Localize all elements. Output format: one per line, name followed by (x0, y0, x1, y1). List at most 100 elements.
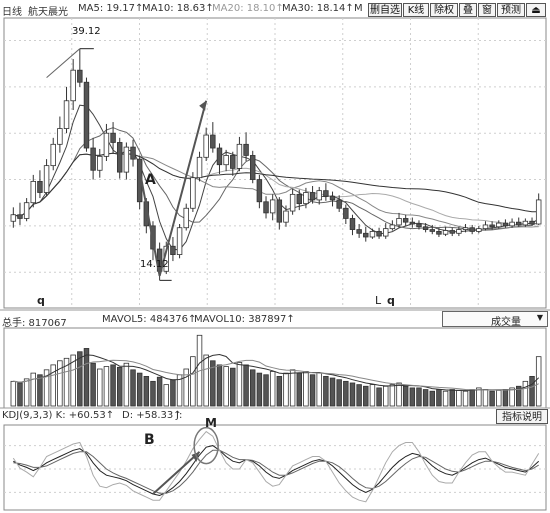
mavol5-line (13, 353, 540, 391)
candle-body (303, 192, 309, 205)
volume-bar (150, 380, 156, 407)
kline-button[interactable]: K线 (403, 3, 429, 17)
volume-bar (276, 375, 283, 407)
forecast-button[interactable]: 预测 (497, 3, 525, 17)
volume-bar (163, 384, 170, 407)
marker-q-left: q (37, 294, 45, 307)
candle-body (249, 155, 256, 180)
candle-body (469, 227, 475, 232)
candle-body (130, 146, 136, 160)
volume-bar (515, 385, 522, 407)
volume-bar (190, 356, 196, 407)
volume-bar (422, 389, 429, 407)
more-indicator: M (354, 3, 363, 14)
volume-bar (130, 369, 136, 407)
volume-bar (230, 367, 236, 407)
volume-bar (43, 369, 50, 407)
volume-bar (449, 389, 455, 407)
volume-bar (376, 387, 382, 407)
candle-body (336, 199, 342, 209)
remove-favorite-button[interactable]: 删自选 (368, 3, 402, 17)
volume-bar (263, 374, 269, 407)
candle-body (37, 180, 43, 193)
ma30-value: MA30: 18.14↑ (282, 3, 354, 14)
volume-bar (429, 390, 436, 407)
candle-body (296, 193, 303, 205)
candle-body (236, 143, 243, 169)
volume-bar (442, 390, 449, 407)
annotation-b: B (144, 432, 155, 448)
overlay-button[interactable]: 叠 (459, 3, 477, 17)
candle-body (396, 218, 402, 226)
volume-bar (349, 382, 356, 407)
volume-bar (363, 385, 369, 407)
volume-bar (496, 389, 502, 407)
candle-body (216, 147, 223, 166)
candle-body (230, 155, 236, 169)
volume-bar (136, 372, 143, 407)
volume-bar (110, 364, 116, 407)
volume-bar (183, 368, 189, 407)
trend-arrow-up (158, 100, 208, 277)
candle-body (436, 231, 442, 235)
candle-body (123, 146, 130, 173)
candle-body (316, 190, 322, 201)
window-button[interactable]: 窗 (478, 3, 496, 17)
candle-body (50, 143, 56, 167)
volume-bar (323, 375, 329, 407)
high-price-label: 39.12 (72, 26, 101, 37)
highlight-ellipse-m (193, 426, 219, 465)
volume-bar (456, 389, 462, 407)
candle-body (442, 230, 449, 235)
kdj-j-line (12, 430, 540, 503)
volume-bar (203, 354, 209, 407)
volume-bar (489, 390, 495, 407)
candle-body (323, 190, 329, 197)
low-price-label: 14.12 (140, 259, 169, 270)
ma10-value: MA10: 18.63↑ (142, 3, 214, 14)
ma5-value: MA5: 19.17↑ (78, 3, 144, 14)
candle-body (283, 210, 289, 223)
ma60-line (13, 152, 539, 218)
volume-bar (469, 389, 475, 407)
volume-bar (462, 390, 469, 407)
candle-body (103, 132, 110, 157)
annotation-a: A (145, 172, 156, 188)
ex-rights-button[interactable]: 除权 (430, 3, 458, 17)
candle-body (289, 193, 296, 212)
volume-bar (382, 385, 389, 407)
indicator-select-value: 成交量 (491, 317, 521, 328)
candle-body (429, 229, 436, 232)
volume-total: 总手: 817067 (2, 318, 67, 329)
indicator-select[interactable]: 成交量 ▼ (442, 311, 548, 328)
candle-body (363, 232, 369, 238)
candle-body (196, 156, 203, 179)
kdj-k-line (13, 445, 540, 497)
volume-bar (416, 387, 422, 407)
candle-body (243, 143, 249, 156)
chevron-down-icon: ▼ (536, 313, 543, 322)
volume-bar (249, 369, 256, 407)
kdj-d-line (13, 449, 539, 494)
candle-body (456, 229, 462, 234)
candle-body (116, 142, 123, 173)
eject-icon[interactable]: ⏏ (526, 3, 546, 17)
kdj-d-value: D: +58.33↑ (122, 410, 182, 421)
candle-body (535, 199, 542, 225)
arrow-head (191, 451, 200, 462)
candle-body (23, 202, 30, 219)
candle-body (223, 155, 229, 166)
annotation-m: M (205, 416, 217, 430)
volume-bar (336, 379, 342, 407)
volume-bar (17, 382, 23, 407)
candle-body (263, 201, 269, 214)
volume-bar (30, 372, 37, 407)
volume-bar (389, 384, 396, 407)
volume-bar (509, 387, 515, 407)
candle-body (269, 199, 276, 214)
indicator-explain-button[interactable]: 指标说明 (496, 409, 548, 424)
candle-body (63, 100, 70, 129)
candle-body (276, 199, 283, 223)
volume-bar (436, 389, 442, 407)
